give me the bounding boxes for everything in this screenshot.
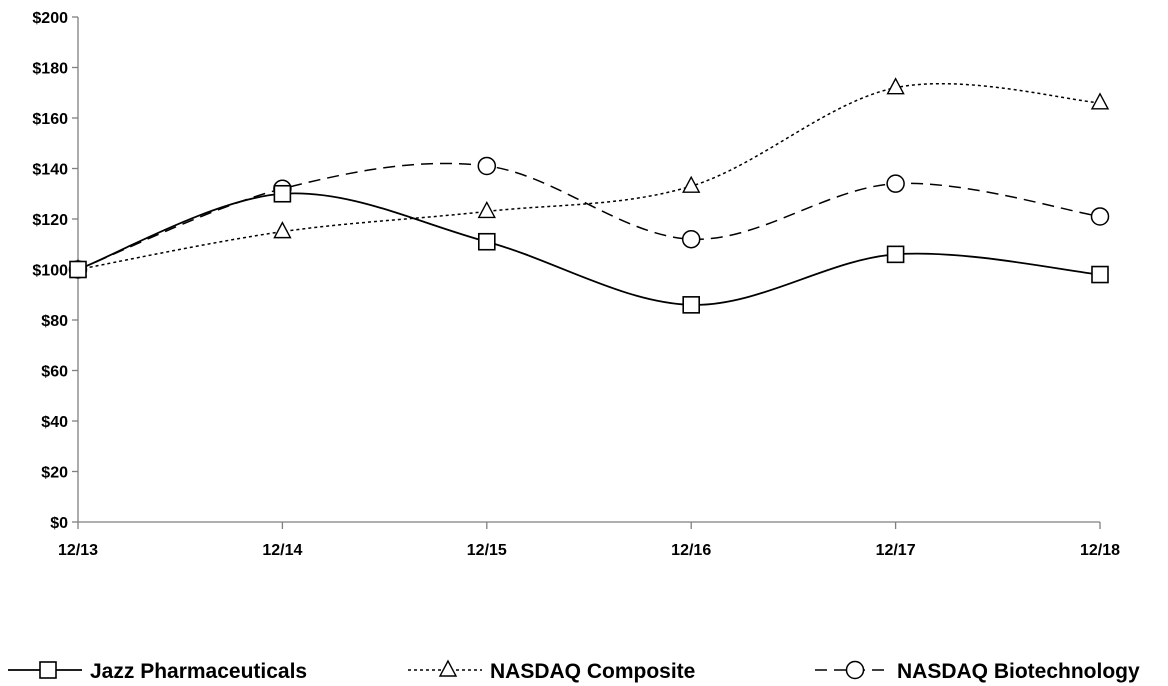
y-tick-label: $140 [32,162,68,179]
legend: Jazz Pharmaceuticals NASDAQ Composite NASD… [8,659,1140,683]
legend-label: NASDAQ Biotechnology [897,660,1140,683]
y-tick-label: $160 [32,111,68,128]
data-point-square [886,245,905,264]
y-tick-label: $60 [41,364,68,381]
data-point-circle [681,229,701,249]
data-point-triangle [682,175,701,193]
legend-item: Jazz Pharmaceuticals [8,660,307,683]
legend-label: Jazz Pharmaceuticals [90,660,307,683]
data-point-circle [886,174,905,193]
legend-label: NASDAQ Composite [490,660,695,683]
data-point-square [273,184,292,203]
legend-marker-square [39,661,57,679]
y-tick-label: $0 [50,515,68,532]
y-tick-label: $80 [41,313,68,330]
data-point-triangle [477,200,496,219]
data-point-triangle [1090,92,1110,110]
data-point-square [1091,265,1109,284]
data-point-circle [1090,207,1110,226]
x-tick-label: 12/15 [467,542,507,559]
data-point-square [69,260,87,279]
y-tick-label: $180 [32,61,68,78]
x-tick-label: 12/13 [58,542,98,559]
y-tick-label: $200 [32,10,68,27]
y-tick-label: $40 [41,414,68,431]
data-point-square [477,232,496,251]
series-line-1 [77,82,1101,271]
legend-marker-triangle [438,659,458,677]
y-tick-label: $100 [32,263,68,280]
x-tick-label: 12/16 [671,542,711,559]
data-point-square [682,296,701,314]
x-tick-label: 12/17 [876,542,916,559]
series-layer [68,77,1110,314]
legend-item: NASDAQ Composite [408,659,695,683]
legend-item: NASDAQ Biotechnology [815,660,1140,683]
x-tick-label: 12/14 [262,542,302,559]
data-point-circle [477,156,497,176]
data-point-triangle [886,77,905,95]
axes: $0 $20 $40 $60 $80 $100 $120 $140 $160 $180 $200 12… [32,10,1120,559]
x-tick-label: 12/18 [1080,542,1120,559]
y-tick-label: $20 [41,465,68,482]
legend-marker-circle [845,660,865,680]
y-tick-label: $120 [32,212,68,229]
series-line-2 [77,162,1101,271]
data-point-triangle [273,221,292,239]
series-line-0 [77,192,1101,306]
